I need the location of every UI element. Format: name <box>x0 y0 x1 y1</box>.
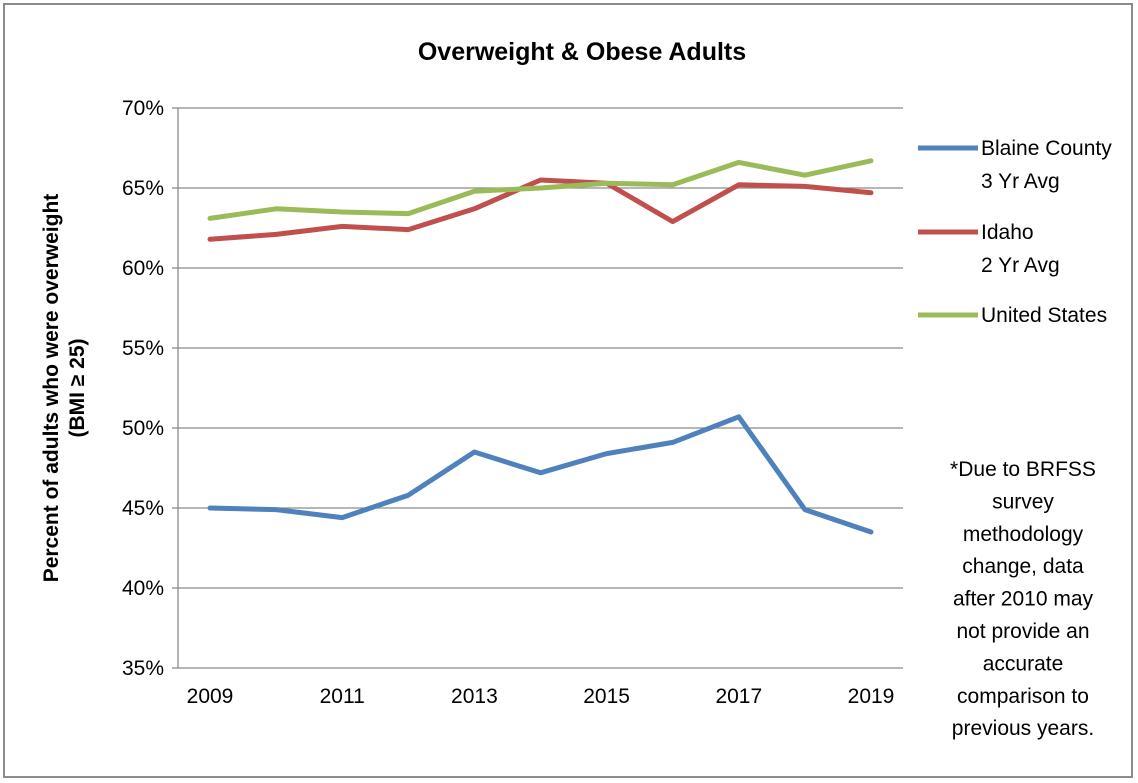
x-tick-label: 2011 <box>320 685 365 708</box>
series-line-2 <box>207 177 874 242</box>
legend-label-1: Blaine County <box>981 137 1112 160</box>
x-tick-label: 2009 <box>187 685 234 708</box>
legend-label-1: 3 Yr Avg <box>981 170 1060 193</box>
x-axis-ticks: 2009 2011 2013 2015 2017 2019 <box>187 685 895 708</box>
y-tick-label: 60% <box>122 257 164 280</box>
series-line-1 <box>207 414 874 535</box>
note-line: not provide an <box>956 620 1089 643</box>
y-axis-label-line-1: Percent of adults who were overweight <box>40 194 63 583</box>
y-tick-label: 70% <box>122 97 164 120</box>
y-tick-label: 55% <box>122 337 164 360</box>
y-tick-label: 40% <box>122 577 164 600</box>
x-tick-label: 2013 <box>451 685 498 708</box>
note-line: accurate <box>983 652 1064 675</box>
note-line: after 2010 may <box>953 588 1094 611</box>
x-tick-label: 2019 <box>848 685 895 708</box>
y-tick-label: 45% <box>122 497 164 520</box>
x-tick-label: 2017 <box>715 685 762 708</box>
y-tick-label: 35% <box>122 657 164 680</box>
series-lines <box>207 158 874 535</box>
series-line-3 <box>207 158 874 221</box>
y-axis-ticks: 35% 40% 45% 50% 55% 60% 65% 70% <box>122 97 164 680</box>
note-line: comparison to <box>957 685 1089 708</box>
chart-frame <box>3 3 1133 778</box>
methodology-note: *Due to BRFSS survey methodology change, da… <box>950 458 1096 740</box>
legend-label-2: 2 Yr Avg <box>981 254 1060 277</box>
note-line: *Due to BRFSS <box>950 458 1096 481</box>
y-axis-label: Percent of adults who were overweight (B… <box>40 194 89 583</box>
y-tick-label: 65% <box>122 177 164 200</box>
legend: Blaine County 3 Yr Avg Idaho 2 Yr Avg United… <box>918 137 1112 327</box>
legend-label-3: United States <box>981 304 1107 327</box>
chart-title: Overweight & Obese Adults <box>418 38 746 66</box>
note-line: methodology <box>963 523 1084 546</box>
y-axis-label-line-2: (BMI ≥ 25) <box>66 338 89 437</box>
x-axis <box>172 107 903 669</box>
y-tick-label: 50% <box>122 417 164 440</box>
legend-label-2: Idaho <box>981 221 1034 244</box>
gridlines <box>178 107 903 589</box>
x-tick-label: 2015 <box>583 685 630 708</box>
note-line: change, data <box>962 555 1084 578</box>
note-line: survey <box>992 490 1054 513</box>
note-line: previous years. <box>952 717 1094 740</box>
